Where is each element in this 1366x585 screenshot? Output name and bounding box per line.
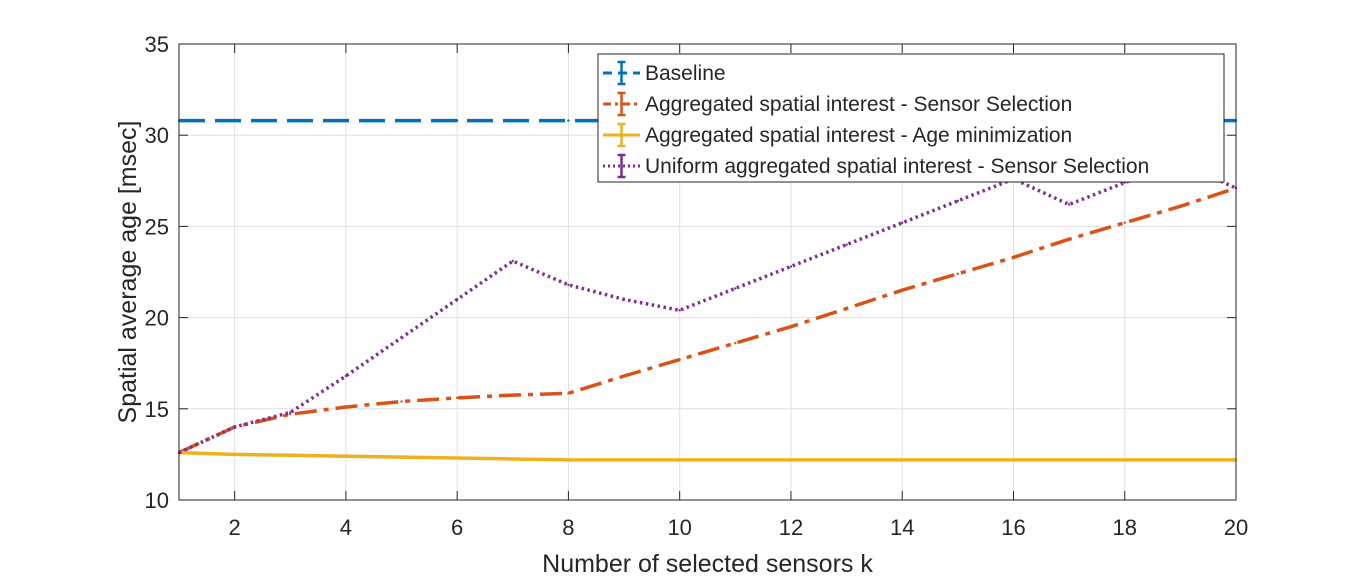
series-3-point [956,458,960,462]
series-4-point [901,221,904,224]
y-tick-label: 15 [145,397,169,422]
series-4-point [455,298,459,301]
series-3-point [455,456,459,460]
legend-entry-label: Aggregated spatial interest - Sensor Sel… [645,93,1072,116]
x-tick-label: 20 [1224,515,1248,540]
series-2-point [400,400,403,403]
series-1-point [400,119,403,122]
series-2-point [622,374,626,378]
series-2-point [678,358,681,361]
series-2-point [1123,221,1126,224]
series-3-point [233,453,236,456]
series-4-point [845,243,848,246]
y-tick-label: 20 [145,306,169,331]
series-1-point [511,119,514,122]
series-2-point [1179,205,1182,208]
series-4-point [511,259,514,263]
series-4-point [400,336,403,339]
series-2-point [956,272,960,276]
series-1-point [567,119,570,122]
series-line-4 [178,160,1237,455]
x-tick-label: 6 [451,515,463,540]
series-3-point [734,458,737,462]
legend-entry-label: Uniform aggregated spatial interest - Se… [645,155,1149,178]
series-1-point [455,119,459,122]
axis-ticks: 2 4 6 8 10 12 14 16 18 20 10 15 20 25 30 35 [145,32,1249,540]
x-tick-label: 10 [667,515,691,540]
series-3-point [789,458,793,462]
series-4-point [567,283,570,286]
x-tick-label: 18 [1112,515,1136,540]
series-1-point [289,119,292,122]
series-2-point [845,307,848,310]
y-tick-label: 25 [145,214,169,239]
series-2-point [455,396,459,400]
legend: Baseline Aggregated spatial interest - Se… [597,53,1225,183]
series-2-point [734,341,737,345]
y-tick-label: 10 [145,488,169,513]
series-3-point [344,455,348,458]
series-1-point [233,119,236,122]
series-3-point [845,458,848,462]
x-tick-label: 4 [340,515,352,540]
series-4-point [1067,203,1071,206]
series-3-point [1067,458,1071,462]
series-line-3 [178,450,1236,462]
legend-box [597,53,1225,183]
series-3-point [400,455,403,459]
series-2-point [789,325,793,328]
legend-entry-label: Baseline [645,62,726,85]
series-3-point [1179,458,1182,462]
series-3-point [901,458,904,462]
series-4-point [289,411,292,414]
series-4-point [233,425,236,429]
x-tick-label: 12 [779,515,803,540]
series-3-point [622,458,626,462]
y-tick-label: 35 [145,32,169,57]
series-3-point [289,454,292,457]
series-3-point [567,458,570,462]
y-axis-label: Spatial average age [msec] [114,121,142,424]
x-axis-label: Number of selected sensors k [542,550,873,578]
series-4-point [734,287,737,290]
series-4-point [956,199,960,203]
series-2-point [289,413,292,416]
x-tick-label: 8 [562,515,574,540]
series-2-point [511,393,514,397]
series-1-point [344,119,348,122]
series-2-point [567,392,570,395]
series-4-point [678,309,681,312]
series-3-point [511,457,514,461]
series-4-point [622,298,626,301]
series-2-point [1012,256,1015,259]
series-4-point [344,374,348,378]
series-4-point [789,265,793,268]
series-3-point [1012,458,1015,462]
series-2-point [344,405,348,409]
plot-frame [178,43,1237,501]
series-2-point [1067,237,1071,241]
series-2-point [901,289,904,292]
series-line-2 [178,186,1237,455]
legend-entry-label: Aggregated spatial interest - Age minimi… [645,124,1072,147]
x-tick-label: 2 [229,515,241,540]
y-tick-label: 30 [145,123,169,148]
x-tick-label: 14 [890,515,914,540]
series-3-point [1123,458,1126,462]
x-tick-label: 16 [1001,515,1025,540]
series-3-point [678,458,681,462]
